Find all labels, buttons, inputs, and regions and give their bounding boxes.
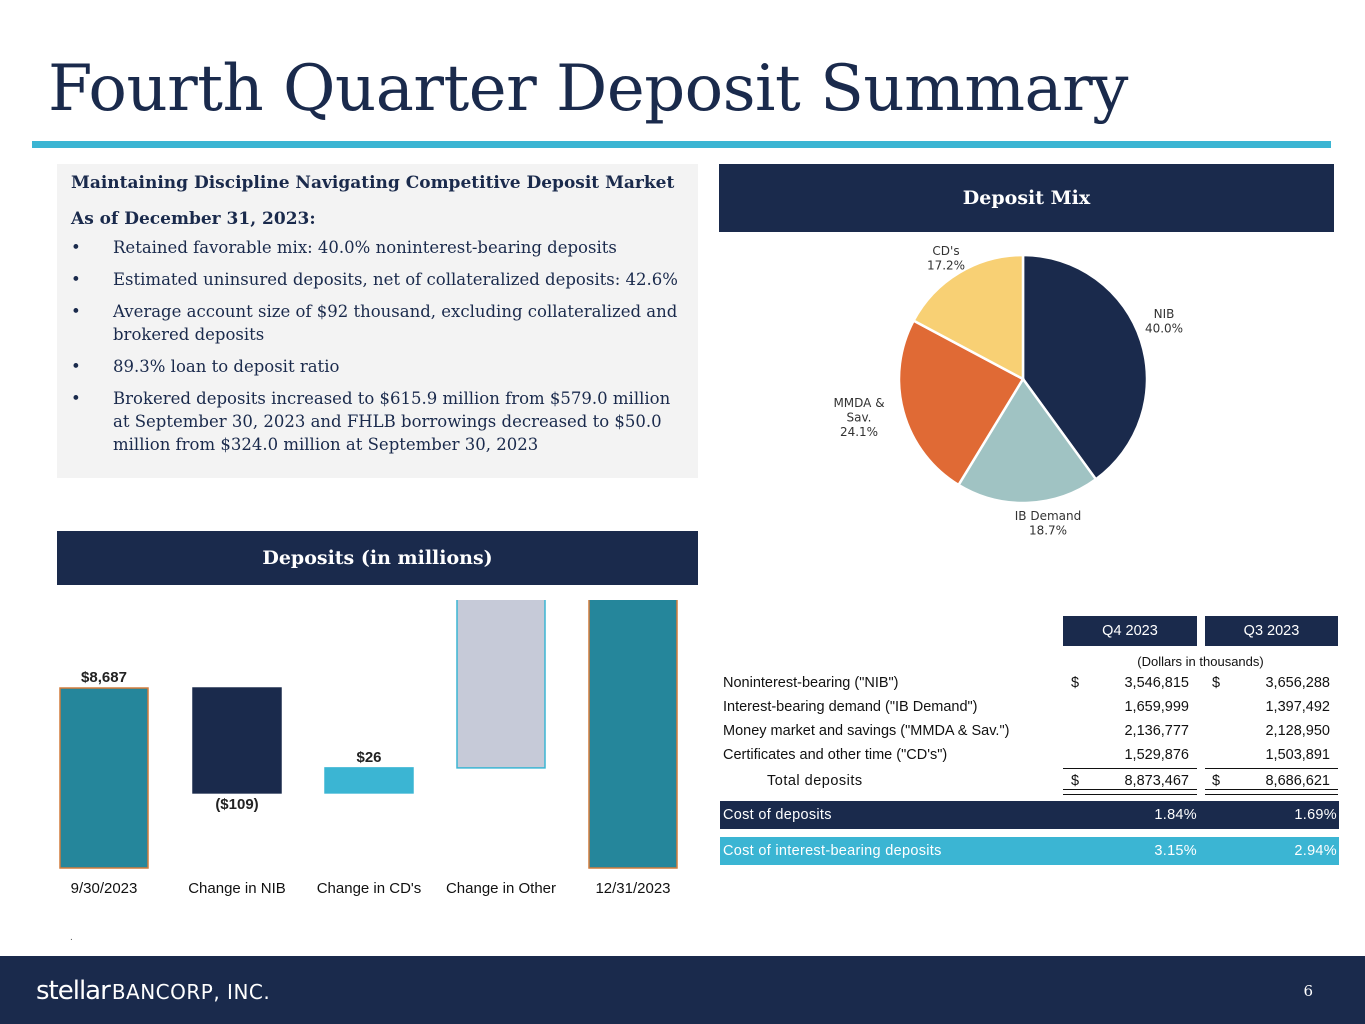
waterfall-bar-change-in-cd-s xyxy=(324,767,414,794)
pie-label-nib: NIB 40.0% xyxy=(1145,307,1183,336)
table-row: Noninterest-bearing ("NIB") $ 3,546,815 … xyxy=(719,671,1339,695)
table-row: Certificates and other time ("CD's") 1,5… xyxy=(719,743,1339,767)
summary-bullets: • Retained favorable mix: 40.0% nonintere… xyxy=(71,236,684,456)
waterfall-bar-change-in-other xyxy=(456,508,546,769)
bullet-item: • Retained favorable mix: 40.0% nonintere… xyxy=(71,236,684,259)
bullet-text: Retained favorable mix: 40.0% noninteres… xyxy=(113,238,617,257)
bullet-glyph: • xyxy=(71,389,81,408)
value-q3: 1,397,492 xyxy=(1265,699,1330,715)
footer-bar: stellar BANCORP, INC. 6 xyxy=(0,956,1365,1024)
cost-of-ib-deposits-q4: 3.15% xyxy=(1154,843,1197,859)
deposits-chart-header: Deposits (in millions) xyxy=(57,531,698,585)
bullet-glyph: • xyxy=(71,302,81,321)
pie-slice-nib xyxy=(1021,253,1149,482)
deposits-waterfall-chart: $8,687 9/30/2023 ($109) Change in NIB $26 Cha… xyxy=(57,490,698,910)
total-double-rule xyxy=(1063,789,1197,795)
subtotal-rule xyxy=(1063,768,1197,769)
cost-of-deposits-row: Cost of deposits 1.84% 1.69% xyxy=(720,801,1339,829)
bullet-text: Brokered deposits increased to $615.9 mi… xyxy=(113,389,671,454)
pie-svg: NIB 40.0% IB Demand 18.7% MMDA & Sav. 24.1% CD'… xyxy=(833,244,1183,538)
table-row: Money market and savings ("MMDA & Sav.")… xyxy=(719,719,1339,743)
company-logo: stellar BANCORP, INC. xyxy=(36,976,270,1006)
currency-symbol: $ xyxy=(1212,675,1221,691)
bullet-item: • Brokered deposits increased to $615.9 m… xyxy=(71,387,684,456)
column-header-q4: Q4 2023 xyxy=(1063,616,1197,646)
subtotal-rule xyxy=(1205,768,1338,769)
page-number: 6 xyxy=(1303,982,1313,1000)
units-note: (Dollars in thousands) xyxy=(1137,654,1264,669)
title-underline xyxy=(32,141,1331,148)
cost-of-ib-deposits-row: Cost of interest-bearing deposits 3.15% … xyxy=(720,837,1339,865)
pie-slice-ib-demand xyxy=(956,376,1098,505)
table-row: Interest-bearing demand ("IB Demand") 1,… xyxy=(719,695,1339,719)
summary-heading: Maintaining Discipline Navigating Compet… xyxy=(71,173,675,193)
total-row: Total deposits $ 8,873,467 $ 8,686,621 xyxy=(719,769,1339,793)
currency-symbol: $ xyxy=(1071,675,1080,691)
pie-label-mmda-sav: MMDA & Sav. 24.1% xyxy=(833,396,884,439)
bullet-item: • Estimated uninsured deposits, net of co… xyxy=(71,268,684,291)
bullet-item: • 89.3% loan to deposit ratio xyxy=(71,355,684,378)
waterfall-category-label: 12/31/2023 xyxy=(595,880,670,897)
bullet-text: Estimated uninsured deposits, net of col… xyxy=(113,270,678,289)
waterfall-value-label: $8,687 xyxy=(81,669,127,686)
total-q3: 8,686,621 xyxy=(1265,773,1330,789)
bullet-text: 89.3% loan to deposit ratio xyxy=(113,357,340,376)
bullet-glyph: • xyxy=(71,270,81,289)
waterfall-value-label: $26 xyxy=(356,749,381,766)
waterfall-bar-change-in-nib xyxy=(192,687,282,794)
row-label: Money market and savings ("MMDA & Sav.") xyxy=(723,723,1010,739)
pie-slice-cd-s xyxy=(911,253,1025,382)
deposit-mix-pie-chart: NIB 40.0% IB Demand 18.7% MMDA & Sav. 24.1% CD'… xyxy=(719,232,1334,542)
cost-of-deposits-label: Cost of deposits xyxy=(723,807,832,823)
page-title: Fourth Quarter Deposit Summary xyxy=(48,52,1128,126)
bullet-item: • Average account size of $92 thousand, e… xyxy=(71,300,684,346)
row-label: Noninterest-bearing ("NIB") xyxy=(723,675,899,691)
value-q4: 1,529,876 xyxy=(1124,747,1189,763)
total-q4: 8,873,467 xyxy=(1124,773,1189,789)
waterfall-category-label: Change in Other xyxy=(446,880,556,897)
currency-symbol: $ xyxy=(1212,773,1221,789)
value-q4: 3,546,815 xyxy=(1124,675,1189,691)
value-q3: 1,503,891 xyxy=(1265,747,1330,763)
logo-word: stellar xyxy=(36,976,111,1006)
waterfall-category-label: 9/30/2023 xyxy=(71,880,138,897)
cost-of-deposits-q3: 1.69% xyxy=(1294,807,1337,823)
cost-of-ib-deposits-label: Cost of interest-bearing deposits xyxy=(723,843,942,859)
logo-rest: BANCORP, INC. xyxy=(111,980,271,1004)
waterfall-category-label: Change in CD's xyxy=(317,880,422,897)
waterfall-category-label: Change in NIB xyxy=(188,880,286,897)
waterfall-value-label: ($109) xyxy=(215,796,258,813)
pie-slice-mmda-sav xyxy=(897,318,1025,487)
value-q3: 2,128,950 xyxy=(1265,723,1330,739)
deposits-table: Q4 2023 Q3 2023 (Dollars in thousands) N… xyxy=(719,614,1339,874)
value-q3: 3,656,288 xyxy=(1265,675,1330,691)
currency-symbol: $ xyxy=(1071,773,1080,789)
value-q4: 1,659,999 xyxy=(1124,699,1189,715)
cost-of-deposits-q4: 1.84% xyxy=(1154,807,1197,823)
bullet-glyph: • xyxy=(71,357,81,376)
bullet-glyph: • xyxy=(71,238,81,257)
row-label: Certificates and other time ("CD's") xyxy=(723,747,948,763)
waterfall-bar-12-31-2023 xyxy=(588,508,678,869)
column-header-q3: Q3 2023 xyxy=(1205,616,1338,646)
summary-date-line: As of December 31, 2023: xyxy=(71,209,316,229)
row-label: Interest-bearing demand ("IB Demand") xyxy=(723,699,978,715)
total-double-rule xyxy=(1205,789,1338,795)
summary-box: Maintaining Discipline Navigating Compet… xyxy=(57,164,698,478)
total-label: Total deposits xyxy=(767,773,863,789)
pie-label-ib-demand: IB Demand 18.7% xyxy=(1015,509,1081,538)
waterfall-svg: $8,687 9/30/2023 ($109) Change in NIB $26 Cha… xyxy=(59,490,678,897)
deposit-mix-header: Deposit Mix xyxy=(719,164,1334,232)
footnote-mark: . xyxy=(70,932,73,943)
pie-label-cd-s: CD's 17.2% xyxy=(927,244,965,273)
waterfall-bar-9-30-2023 xyxy=(59,687,149,869)
value-q4: 2,136,777 xyxy=(1124,723,1189,739)
bullet-text: Average account size of $92 thousand, ex… xyxy=(113,302,678,344)
cost-of-ib-deposits-q3: 2.94% xyxy=(1294,843,1337,859)
